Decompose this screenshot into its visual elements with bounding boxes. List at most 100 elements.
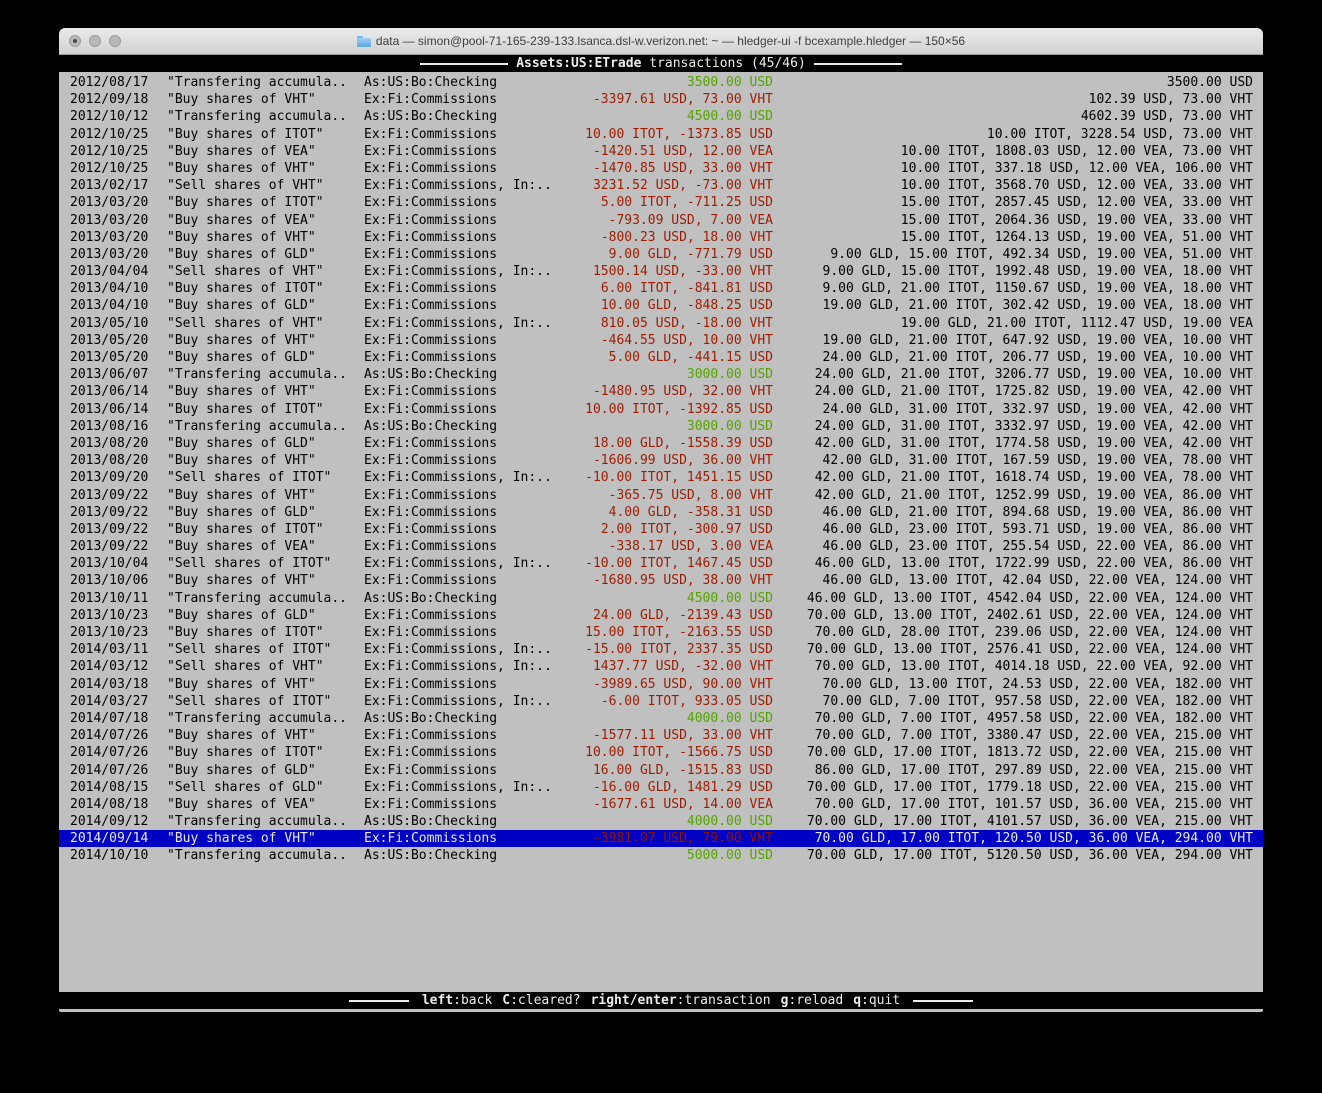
transaction-running-balance: 70.00 GLD, 17.00 ITOT, 120.50 USD, 36.00… <box>814 831 1253 847</box>
transaction-description: "Buy shares of VEA" <box>167 212 316 228</box>
transaction-other-accounts: Ex:Fi:Commissions <box>364 350 498 365</box>
transaction-row[interactable]: 2012/09/18 "Buy shares of VHT" Ex:Fi:Com… <box>59 91 1263 108</box>
transaction-date: 2013/09/22 <box>70 539 149 555</box>
transaction-date: 2014/09/12 <box>70 814 149 830</box>
transaction-running-balance: 70.00 GLD, 17.00 ITOT, 1813.72 USD, 22.0… <box>806 745 1253 761</box>
transaction-row[interactable]: 2013/06/07 "Transfering accumula.. As:US… <box>59 366 1263 383</box>
transaction-row[interactable]: 2013/09/22 "Buy shares of VEA" Ex:Fi:Com… <box>59 538 1263 555</box>
transaction-row[interactable]: 2012/08/17 "Transfering accumula.. As:US… <box>59 74 1263 91</box>
transaction-row[interactable]: 2014/07/26 "Buy shares of ITOT" Ex:Fi:Co… <box>59 744 1263 761</box>
transaction-description: "Buy shares of VHT" <box>167 573 316 589</box>
transaction-other-accounts: Ex:Fi:Commissions <box>364 401 498 417</box>
transaction-running-balance: 10.00 ITOT, 1808.03 USD, 12.00 VEA, 73.0… <box>900 143 1253 159</box>
transaction-other-accounts: Ex:Fi:Commissions <box>364 796 498 812</box>
transaction-other-accounts: Ex:Fi:Commissions <box>364 745 498 761</box>
transaction-description: "Sell shares of ITOT" <box>167 693 332 709</box>
transaction-other-accounts: Ex:Fi:Commissions <box>364 504 498 520</box>
window-titlebar[interactable]: data — simon@pool-71-165-239-133.lsanca.… <box>59 28 1263 55</box>
transaction-row[interactable]: 2012/10/25 "Buy shares of ITOT" Ex:Fi:Co… <box>59 126 1263 143</box>
header-mode-label: transactions (45/46) <box>641 56 806 71</box>
transaction-change-amount: 1500.14 USD, -33.00 VHT <box>592 264 773 280</box>
transaction-row[interactable]: 2014/07/26 "Buy shares of VHT" Ex:Fi:Com… <box>59 727 1263 744</box>
transaction-row[interactable]: 2014/03/12 "Sell shares of VHT" Ex:Fi:Co… <box>59 658 1263 675</box>
transaction-description: "Buy shares of VHT" <box>167 453 316 469</box>
transaction-row[interactable]: 2013/10/23 "Buy shares of ITOT" Ex:Fi:Co… <box>59 624 1263 641</box>
transaction-other-accounts: Ex:Fi:Commissions <box>364 246 498 262</box>
transaction-other-accounts: Ex:Fi:Commissions <box>364 762 498 778</box>
close-button[interactable] <box>69 35 81 47</box>
transaction-running-balance: 46.00 GLD, 21.00 ITOT, 894.68 USD, 19.00… <box>822 504 1253 520</box>
transaction-row[interactable]: 2013/08/20 "Buy shares of VHT" Ex:Fi:Com… <box>59 452 1263 469</box>
transaction-change-amount: -3397.61 USD, 73.00 VHT <box>592 92 773 108</box>
transaction-row[interactable]: 2014/09/14 "Buy shares of VHT" Ex:Fi:Com… <box>59 830 1263 848</box>
transaction-row[interactable]: 2013/06/14 "Buy shares of VHT" Ex:Fi:Com… <box>59 383 1263 400</box>
transaction-row[interactable]: 2014/08/15 "Sell shares of GLD" Ex:Fi:Co… <box>59 779 1263 796</box>
transaction-description: "Sell shares of VHT" <box>167 264 324 280</box>
transaction-description: "Transfering accumula.. <box>167 367 348 383</box>
transaction-description: "Buy shares of VHT" <box>167 487 316 503</box>
transaction-row[interactable]: 2013/10/06 "Buy shares of VHT" Ex:Fi:Com… <box>59 572 1263 589</box>
transaction-row[interactable]: 2013/06/14 "Buy shares of ITOT" Ex:Fi:Co… <box>59 401 1263 418</box>
transaction-running-balance: 46.00 GLD, 23.00 ITOT, 593.71 USD, 19.00… <box>822 521 1253 537</box>
transaction-running-balance: 24.00 GLD, 21.00 ITOT, 206.77 USD, 19.00… <box>822 350 1253 365</box>
key-shortcuts: left:back C:cleared? right/enter:transacti… <box>417 992 905 1009</box>
transaction-row[interactable]: 2013/03/20 "Buy shares of VEA" Ex:Fi:Com… <box>59 212 1263 229</box>
transaction-running-balance: 46.00 GLD, 13.00 ITOT, 4542.04 USD, 22.0… <box>806 590 1253 606</box>
transaction-running-balance: 24.00 GLD, 31.00 ITOT, 332.97 USD, 19.00… <box>822 401 1253 417</box>
transaction-running-balance: 42.00 GLD, 31.00 ITOT, 1774.58 USD, 19.0… <box>814 435 1253 451</box>
transaction-row[interactable]: 2013/05/20 "Buy shares of VHT" Ex:Fi:Com… <box>59 332 1263 349</box>
transaction-row[interactable]: 2013/03/20 "Buy shares of ITOT" Ex:Fi:Co… <box>59 194 1263 211</box>
transaction-row[interactable]: 2014/03/18 "Buy shares of VHT" Ex:Fi:Com… <box>59 676 1263 693</box>
transaction-description: "Buy shares of GLD" <box>167 435 316 451</box>
transaction-row[interactable]: 2013/03/20 "Buy shares of VHT" Ex:Fi:Com… <box>59 229 1263 246</box>
transaction-row[interactable]: 2013/05/20 "Buy shares of GLD" Ex:Fi:Com… <box>59 349 1263 366</box>
transaction-change-amount: 3000.00 USD <box>686 367 773 383</box>
transaction-row[interactable]: 2013/08/20 "Buy shares of GLD" Ex:Fi:Com… <box>59 435 1263 452</box>
transaction-row[interactable]: 2013/10/11 "Transfering accumula.. As:US… <box>59 590 1263 607</box>
transaction-running-balance: 46.00 GLD, 13.00 ITOT, 42.04 USD, 22.00 … <box>822 573 1253 589</box>
transaction-row[interactable]: 2013/04/10 "Buy shares of GLD" Ex:Fi:Com… <box>59 297 1263 314</box>
zoom-button[interactable] <box>109 35 121 47</box>
transaction-row[interactable]: 2013/03/20 "Buy shares of GLD" Ex:Fi:Com… <box>59 246 1263 263</box>
transaction-row[interactable]: 2012/10/25 "Buy shares of VHT" Ex:Fi:Com… <box>59 160 1263 177</box>
transaction-row[interactable]: 2013/10/23 "Buy shares of GLD" Ex:Fi:Com… <box>59 607 1263 624</box>
transaction-row[interactable]: 2013/09/22 "Buy shares of GLD" Ex:Fi:Com… <box>59 504 1263 521</box>
transaction-description: "Transfering accumula.. <box>167 590 348 606</box>
transaction-change-amount: 4000.00 USD <box>686 710 773 726</box>
transaction-row[interactable]: 2013/04/04 "Sell shares of VHT" Ex:Fi:Co… <box>59 263 1263 280</box>
transaction-row[interactable]: 2013/02/17 "Sell shares of VHT" Ex:Fi:Co… <box>59 177 1263 194</box>
transaction-change-amount: -1470.85 USD, 33.00 VHT <box>592 160 773 176</box>
transaction-running-balance: 70.00 GLD, 7.00 ITOT, 4957.58 USD, 22.00… <box>814 710 1253 726</box>
transaction-description: "Buy shares of GLD" <box>167 350 316 365</box>
transaction-row[interactable]: 2012/10/12 "Transfering accumula.. As:US… <box>59 108 1263 125</box>
transaction-row[interactable]: 2013/05/10 "Sell shares of VHT" Ex:Fi:Co… <box>59 315 1263 332</box>
transaction-row[interactable]: 2014/08/18 "Buy shares of VEA" Ex:Fi:Com… <box>59 796 1263 813</box>
transaction-row[interactable]: 2014/07/18 "Transfering accumula.. As:US… <box>59 710 1263 727</box>
transaction-description: "Transfering accumula.. <box>167 75 348 90</box>
transaction-row[interactable]: 2013/08/16 "Transfering accumula.. As:US… <box>59 418 1263 435</box>
transaction-row[interactable]: 2013/10/04 "Sell shares of ITOT" Ex:Fi:C… <box>59 555 1263 572</box>
transaction-other-accounts: Ex:Fi:Commissions, In:.. <box>364 779 552 795</box>
transaction-row[interactable]: 2013/09/22 "Buy shares of VHT" Ex:Fi:Com… <box>59 487 1263 504</box>
transaction-row[interactable]: 2014/03/27 "Sell shares of ITOT" Ex:Fi:C… <box>59 693 1263 710</box>
transaction-row[interactable]: 2013/04/10 "Buy shares of ITOT" Ex:Fi:Co… <box>59 280 1263 297</box>
transaction-running-balance: 10.00 ITOT, 3228.54 USD, 73.00 VHT <box>986 126 1253 142</box>
transaction-row[interactable]: 2014/07/26 "Buy shares of GLD" Ex:Fi:Com… <box>59 762 1263 779</box>
transaction-row[interactable]: 2014/03/11 "Sell shares of ITOT" Ex:Fi:C… <box>59 641 1263 658</box>
transaction-change-amount: 5.00 ITOT, -711.25 USD <box>600 195 773 211</box>
transaction-date: 2012/10/12 <box>70 109 149 125</box>
transaction-date: 2012/10/25 <box>70 126 149 142</box>
transaction-row[interactable]: 2012/10/25 "Buy shares of VEA" Ex:Fi:Com… <box>59 143 1263 160</box>
transaction-row[interactable]: 2014/09/12 "Transfering accumula.. As:US… <box>59 813 1263 830</box>
transaction-date: 2013/06/14 <box>70 384 149 400</box>
transaction-change-amount: 4.00 GLD, -358.31 USD <box>608 504 773 520</box>
minimize-button[interactable] <box>89 35 101 47</box>
transaction-row[interactable]: 2013/09/22 "Buy shares of ITOT" Ex:Fi:Co… <box>59 521 1263 538</box>
transaction-running-balance: 19.00 GLD, 21.00 ITOT, 1112.47 USD, 19.0… <box>900 315 1253 331</box>
transaction-row[interactable]: 2013/09/20 "Sell shares of ITOT" Ex:Fi:C… <box>59 469 1263 486</box>
transaction-description: "Sell shares of ITOT" <box>167 642 332 658</box>
transaction-other-accounts: As:US:Bo:Checking <box>364 848 498 864</box>
transaction-other-accounts: Ex:Fi:Commissions <box>364 539 498 555</box>
transaction-description: "Buy shares of ITOT" <box>167 745 324 761</box>
transaction-row[interactable]: 2014/10/10 "Transfering accumula.. As:US… <box>59 847 1263 864</box>
